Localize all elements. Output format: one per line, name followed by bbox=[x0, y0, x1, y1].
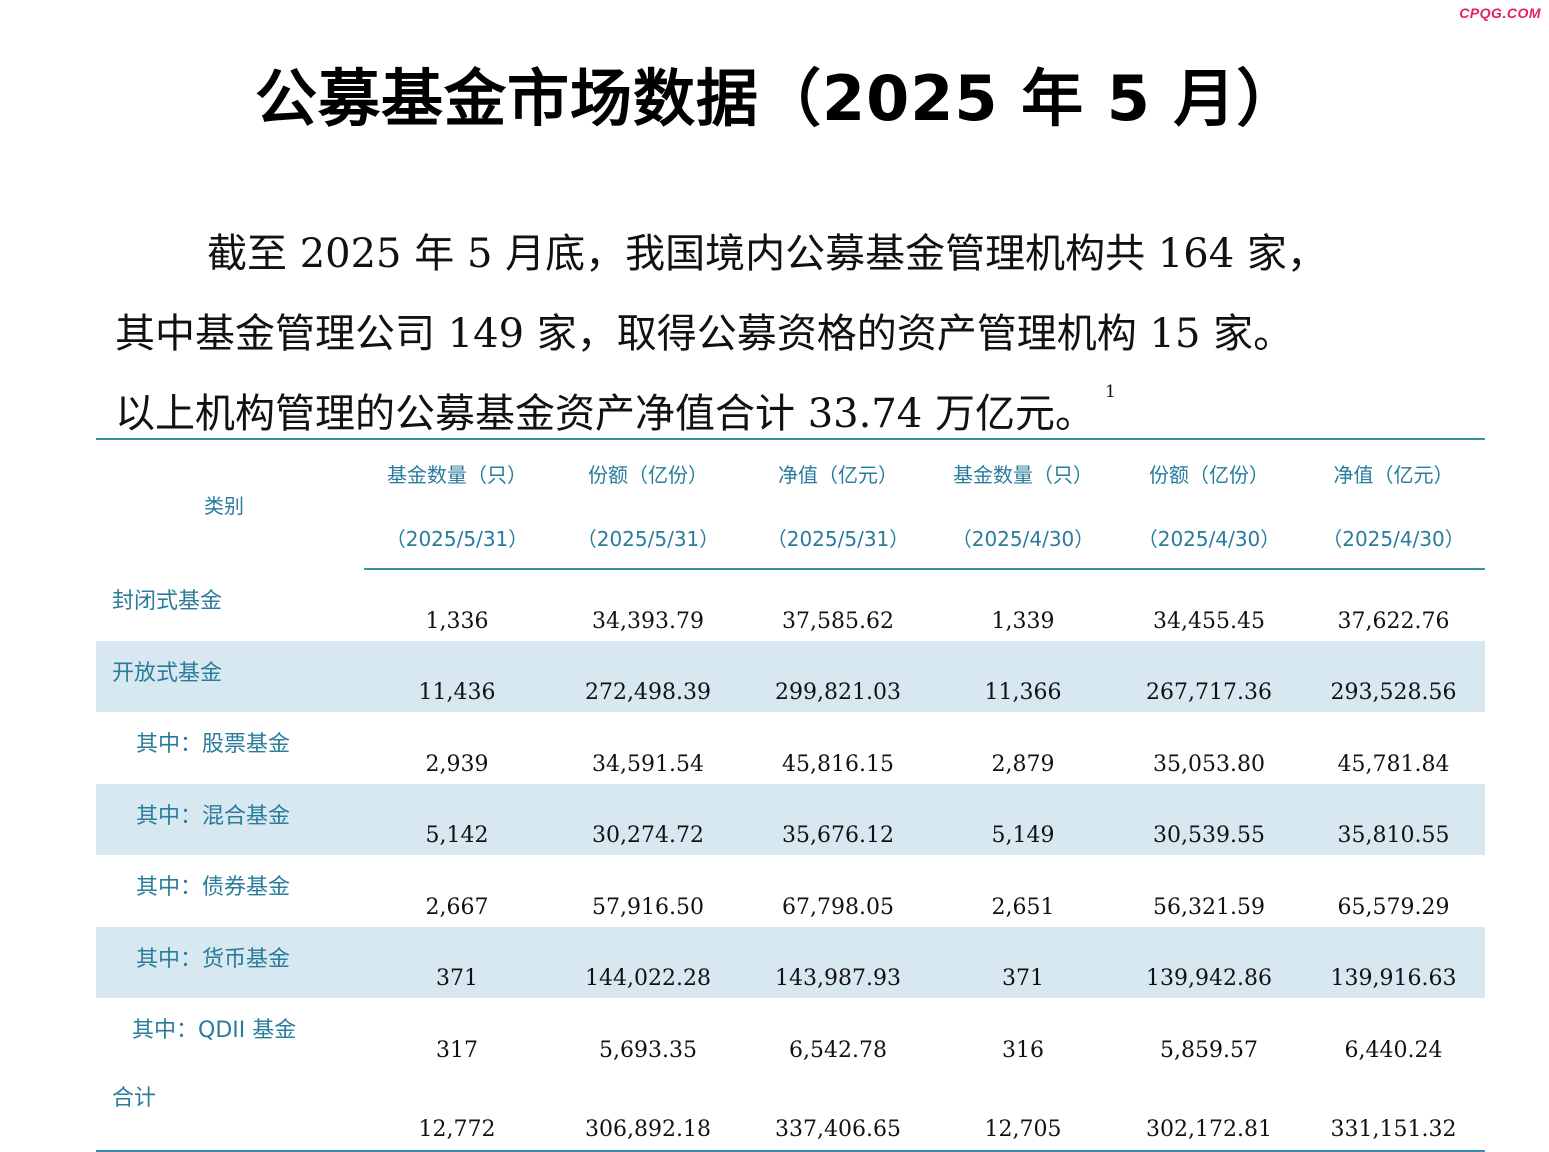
header-row-dates: （2025/5/31） （2025/5/31） （2025/5/31） （202… bbox=[96, 506, 1485, 570]
table-cell: 139,942.86 bbox=[1116, 926, 1302, 998]
table-cell: 6,440.24 bbox=[1344, 1037, 1443, 1063]
col-header-label: 净值（亿元） bbox=[746, 438, 930, 506]
table-cell: 45,781.84 bbox=[1337, 751, 1450, 777]
col-header-date: （2025/5/31） bbox=[746, 506, 930, 570]
table-cell: 30,539.55 bbox=[1116, 783, 1302, 855]
table-cell: 37,622.76 bbox=[1337, 608, 1450, 634]
category-header: 类别 bbox=[96, 438, 364, 569]
table-cell: 2,939 bbox=[425, 751, 489, 777]
table-cell: 331,151.32 bbox=[1302, 1069, 1485, 1152]
row-category: 其中：债券基金 bbox=[136, 875, 291, 900]
table-cell: 299,821.03 bbox=[746, 640, 930, 712]
intro-line-3-text: 以上机构管理的公募基金资产净值合计 33.74 万亿元。 bbox=[115, 391, 1095, 437]
table-header: 类别 基金数量（只） 份额（亿份） 净值（亿元） 基金数量（只） 份额（亿份） … bbox=[96, 438, 1485, 570]
col-header-date: （2025/4/30） bbox=[1116, 506, 1302, 570]
col-header-label: 基金数量（只） bbox=[930, 438, 1116, 506]
table-cell: 371 bbox=[930, 926, 1116, 998]
intro-line-1-text: 截至 2025 年 5 月底，我国境内公募基金管理机构共 164 家， bbox=[207, 231, 1327, 277]
row-category: 其中：混合基金 bbox=[96, 783, 364, 855]
table-cell: 272,498.39 bbox=[550, 640, 746, 712]
col-header-date: （2025/4/30） bbox=[930, 506, 1116, 570]
table-cell: 1,336 bbox=[425, 608, 489, 634]
table-cell: 34,393.79 bbox=[592, 608, 704, 634]
table-cell: 11,366 bbox=[930, 640, 1116, 712]
table-cell: 57,916.50 bbox=[592, 894, 704, 920]
table-row: 其中：债券基金 2,667 57,916.50 67,798.05 2,651 … bbox=[96, 855, 1485, 927]
intro-line-1: 截至 2025 年 5 月底，我国境内公募基金管理机构共 164 家， bbox=[115, 214, 1405, 294]
table-cell: 6,542.78 bbox=[789, 1037, 887, 1063]
col-header-date: （2025/4/30） bbox=[1302, 506, 1485, 570]
intro-paragraph: 截至 2025 年 5 月底，我国境内公募基金管理机构共 164 家， 其中基金… bbox=[115, 214, 1405, 454]
table-cell: 144,022.28 bbox=[550, 926, 746, 998]
table-cell: 302,172.81 bbox=[1116, 1069, 1302, 1152]
table-body: 封闭式基金 1,336 34,393.79 37,585.62 1,339 34… bbox=[96, 569, 1485, 1152]
col-header-date: （2025/5/31） bbox=[364, 506, 550, 570]
table-cell: 34,455.45 bbox=[1153, 608, 1265, 634]
page-title: 公募基金市场数据（2025 年 5 月） bbox=[255, 62, 1300, 135]
fund-data-table: 类别 基金数量（只） 份额（亿份） 净值（亿元） 基金数量（只） 份额（亿份） … bbox=[96, 438, 1485, 1152]
table-cell: 267,717.36 bbox=[1116, 640, 1302, 712]
table-cell: 12,705 bbox=[930, 1069, 1116, 1152]
table-cell: 5,693.35 bbox=[599, 1037, 697, 1063]
table-cell: 35,053.80 bbox=[1153, 751, 1265, 777]
table-cell: 5,859.57 bbox=[1160, 1037, 1258, 1063]
table-cell: 30,274.72 bbox=[550, 783, 746, 855]
table-cell: 12,772 bbox=[364, 1069, 550, 1152]
col-header-label: 基金数量（只） bbox=[364, 438, 550, 506]
table-cell: 306,892.18 bbox=[550, 1069, 746, 1152]
table-cell: 1,339 bbox=[991, 608, 1055, 634]
table-cell: 371 bbox=[364, 926, 550, 998]
table-cell: 143,987.93 bbox=[746, 926, 930, 998]
footnote-mark: 1 bbox=[1104, 382, 1116, 402]
col-header-label: 份额（亿份） bbox=[550, 438, 746, 506]
table-cell: 5,142 bbox=[364, 783, 550, 855]
row-category: 其中：QDII 基金 bbox=[132, 1018, 297, 1043]
table-cell: 316 bbox=[1002, 1037, 1044, 1063]
table-cell: 5,149 bbox=[930, 783, 1116, 855]
table-cell: 2,667 bbox=[425, 894, 489, 920]
row-category: 开放式基金 bbox=[96, 640, 364, 712]
table-cell: 317 bbox=[436, 1037, 478, 1063]
col-header-label: 份额（亿份） bbox=[1116, 438, 1302, 506]
table-cell: 11,436 bbox=[364, 640, 550, 712]
intro-line-3: 以上机构管理的公募基金资产净值合计 33.74 万亿元。 1 bbox=[115, 374, 1405, 454]
row-category: 封闭式基金 bbox=[112, 589, 223, 614]
table-cell: 2,879 bbox=[991, 751, 1055, 777]
row-category: 其中：货币基金 bbox=[96, 926, 364, 998]
table-cell: 35,810.55 bbox=[1302, 783, 1485, 855]
col-header-date: （2025/5/31） bbox=[550, 506, 746, 570]
table-cell: 293,528.56 bbox=[1302, 640, 1485, 712]
fund-data-table-wrapper: 类别 基金数量（只） 份额（亿份） 净值（亿元） 基金数量（只） 份额（亿份） … bbox=[96, 438, 1485, 1152]
table-row: 其中：货币基金 371 144,022.28 143,987.93 371 13… bbox=[96, 926, 1485, 998]
table-cell: 65,579.29 bbox=[1337, 894, 1450, 920]
table-cell: 37,585.62 bbox=[782, 608, 894, 634]
table-cell: 67,798.05 bbox=[782, 894, 894, 920]
table-row: 封闭式基金 1,336 34,393.79 37,585.62 1,339 34… bbox=[96, 569, 1485, 641]
table-row: 其中：QDII 基金 317 5,693.35 6,542.78 316 5,8… bbox=[96, 998, 1485, 1070]
table-cell: 2,651 bbox=[991, 894, 1055, 920]
table-cell: 35,676.12 bbox=[746, 783, 930, 855]
table-cell: 34,591.54 bbox=[592, 751, 704, 777]
header-row-labels: 类别 基金数量（只） 份额（亿份） 净值（亿元） 基金数量（只） 份额（亿份） … bbox=[96, 438, 1485, 569]
table-row: 其中：股票基金 2,939 34,591.54 45,816.15 2,879 … bbox=[96, 712, 1485, 784]
watermark: CPQG.COM bbox=[1459, 5, 1541, 21]
table-cell: 45,816.15 bbox=[782, 751, 894, 777]
table-row: 其中：混合基金 5,142 30,274.72 35,676.12 5,149 … bbox=[96, 783, 1485, 855]
table-cell: 337,406.65 bbox=[746, 1069, 930, 1152]
row-category: 其中：股票基金 bbox=[136, 732, 291, 757]
row-category: 合计 bbox=[96, 1069, 364, 1152]
table-cell: 56,321.59 bbox=[1153, 894, 1265, 920]
table-row: 开放式基金 11,436 272,498.39 299,821.03 11,36… bbox=[96, 640, 1485, 712]
intro-line-2: 其中基金管理公司 149 家，取得公募资格的资产管理机构 15 家。 bbox=[115, 311, 1294, 357]
col-header-label: 净值（亿元） bbox=[1302, 438, 1485, 506]
table-row-total: 合计 12,772 306,892.18 337,406.65 12,705 3… bbox=[96, 1069, 1485, 1152]
table-cell: 139,916.63 bbox=[1302, 926, 1485, 998]
